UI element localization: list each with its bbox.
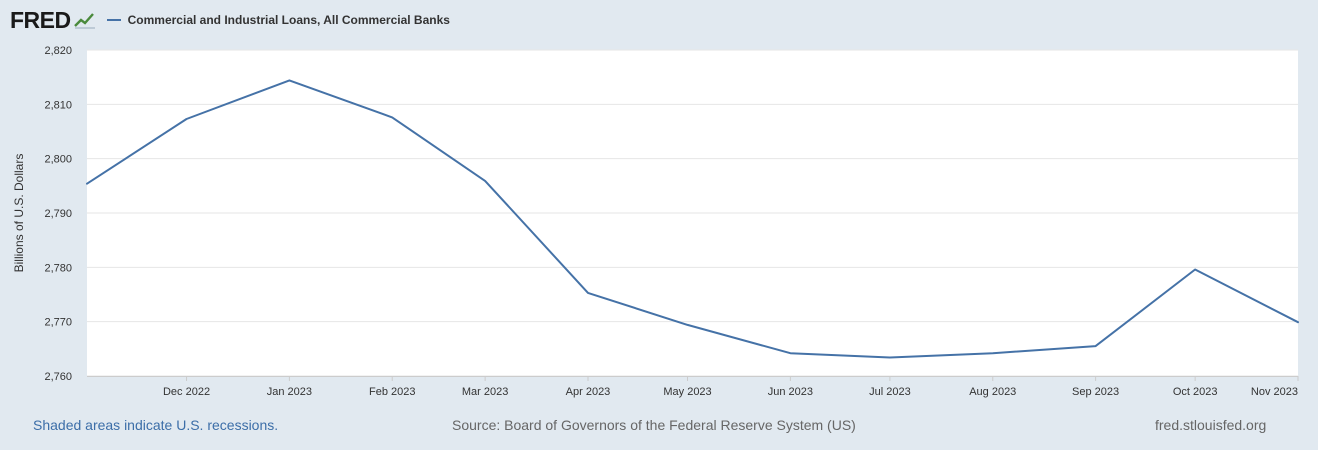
legend-label: Commercial and Industrial Loans, All Com…	[127, 13, 450, 27]
series-line	[86, 79, 1299, 359]
x-tick-label: Sep 2023	[1072, 386, 1119, 398]
y-tick-label: 2,760	[44, 371, 72, 383]
recession-note-link[interactable]: Shaded areas indicate U.S. recessions.	[33, 417, 279, 433]
x-tick-label: Jul 2023	[869, 386, 911, 398]
x-tick-label: Jun 2023	[768, 386, 813, 398]
x-tick-label: Nov 2023	[1251, 386, 1298, 398]
x-tick-label: Feb 2023	[369, 386, 415, 398]
y-tick-label: 2,800	[44, 154, 72, 166]
legend: Commercial and Industrial Loans, All Com…	[106, 13, 450, 27]
site-link[interactable]: fred.stlouisfed.org	[1155, 417, 1267, 433]
y-tick-label: 2,790	[44, 208, 72, 220]
x-tick-label: Dec 2022	[163, 386, 210, 398]
fred-logo[interactable]: FRED	[10, 6, 71, 33]
x-tick-label: Apr 2023	[566, 386, 611, 398]
y-tick-label: 2,820	[44, 45, 72, 57]
y-axis-title: Billions of U.S. Dollars	[12, 154, 26, 273]
source-note: Source: Board of Governors of the Federa…	[452, 417, 856, 433]
chart-line-icon	[72, 10, 97, 30]
x-tick-label: Aug 2023	[969, 386, 1016, 398]
x-tick-label: Oct 2023	[1173, 386, 1218, 398]
legend-swatch	[106, 19, 121, 21]
y-tick-label: 2,780	[44, 262, 72, 274]
header: FRED Commercial and Industrial Loans, Al…	[10, 6, 450, 34]
x-tick-label: May 2023	[663, 386, 711, 398]
y-tick-label: 2,770	[44, 317, 72, 329]
x-tick-label: Mar 2023	[462, 386, 508, 398]
x-tick-label: Jan 2023	[267, 386, 312, 398]
y-tick-label: 2,810	[44, 99, 72, 111]
